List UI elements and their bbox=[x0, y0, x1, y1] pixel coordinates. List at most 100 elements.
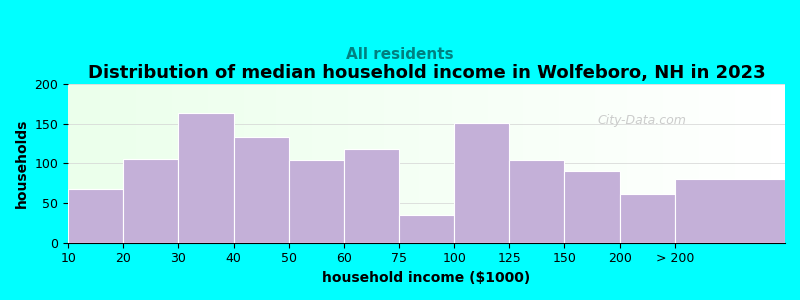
Bar bbox=[344, 149, 399, 243]
Bar bbox=[774, 84, 778, 243]
Bar bbox=[376, 84, 380, 243]
Bar bbox=[466, 84, 470, 243]
Bar bbox=[574, 84, 577, 243]
Bar bbox=[383, 84, 387, 243]
Bar bbox=[674, 84, 678, 243]
Bar bbox=[595, 84, 598, 243]
Bar bbox=[118, 84, 122, 243]
Bar bbox=[652, 84, 656, 243]
Bar bbox=[194, 84, 197, 243]
Bar bbox=[552, 84, 556, 243]
Bar bbox=[699, 84, 702, 243]
Bar bbox=[178, 113, 234, 243]
Bar bbox=[254, 84, 258, 243]
Bar bbox=[201, 84, 204, 243]
Bar bbox=[298, 84, 301, 243]
Bar bbox=[204, 84, 208, 243]
Bar bbox=[247, 84, 251, 243]
Bar bbox=[455, 84, 459, 243]
Bar bbox=[770, 84, 774, 243]
Bar bbox=[240, 84, 244, 243]
Bar bbox=[491, 84, 494, 243]
Bar bbox=[262, 84, 266, 243]
Bar bbox=[702, 84, 706, 243]
Bar bbox=[258, 84, 262, 243]
Bar bbox=[520, 84, 523, 243]
Bar bbox=[114, 84, 118, 243]
Bar bbox=[126, 84, 129, 243]
Bar bbox=[322, 84, 326, 243]
Bar bbox=[358, 84, 362, 243]
Bar bbox=[312, 84, 315, 243]
Bar bbox=[104, 84, 107, 243]
Bar bbox=[107, 84, 111, 243]
Bar bbox=[598, 84, 602, 243]
Bar bbox=[162, 84, 165, 243]
Bar bbox=[591, 84, 595, 243]
Bar bbox=[577, 84, 581, 243]
Bar bbox=[140, 84, 143, 243]
Bar bbox=[251, 84, 254, 243]
Bar bbox=[581, 84, 584, 243]
Bar bbox=[405, 84, 409, 243]
Bar bbox=[624, 84, 627, 243]
Bar bbox=[283, 84, 286, 243]
Bar bbox=[565, 171, 619, 243]
Bar bbox=[208, 84, 211, 243]
Bar bbox=[634, 84, 638, 243]
X-axis label: household income ($1000): household income ($1000) bbox=[322, 271, 530, 285]
Bar bbox=[72, 84, 75, 243]
Bar bbox=[619, 194, 674, 243]
Bar bbox=[387, 84, 390, 243]
Bar bbox=[133, 84, 136, 243]
Bar bbox=[308, 84, 312, 243]
Bar bbox=[341, 84, 344, 243]
Bar bbox=[545, 84, 549, 243]
Bar bbox=[234, 137, 289, 243]
Bar bbox=[294, 84, 298, 243]
Bar bbox=[348, 84, 351, 243]
Bar bbox=[90, 84, 94, 243]
Bar bbox=[678, 84, 681, 243]
Bar bbox=[390, 84, 394, 243]
Bar bbox=[470, 84, 473, 243]
Bar bbox=[101, 84, 104, 243]
Bar bbox=[523, 84, 527, 243]
Bar bbox=[570, 84, 574, 243]
Bar bbox=[305, 84, 308, 243]
Bar bbox=[538, 84, 542, 243]
Bar bbox=[613, 84, 617, 243]
Bar bbox=[280, 84, 283, 243]
Bar bbox=[423, 84, 426, 243]
Y-axis label: households: households bbox=[15, 119, 29, 208]
Bar bbox=[276, 84, 280, 243]
Bar bbox=[409, 84, 412, 243]
Bar bbox=[728, 84, 731, 243]
Bar bbox=[710, 84, 714, 243]
Bar bbox=[215, 84, 218, 243]
Bar bbox=[459, 84, 462, 243]
Bar bbox=[559, 84, 562, 243]
Bar bbox=[638, 84, 642, 243]
Bar bbox=[82, 84, 86, 243]
Bar bbox=[301, 84, 305, 243]
Bar bbox=[649, 84, 652, 243]
Bar bbox=[494, 84, 498, 243]
Bar bbox=[656, 84, 659, 243]
Bar bbox=[602, 84, 606, 243]
Bar bbox=[273, 84, 276, 243]
Bar bbox=[380, 84, 383, 243]
Bar bbox=[186, 84, 190, 243]
Bar bbox=[176, 84, 179, 243]
Bar bbox=[530, 84, 534, 243]
Bar bbox=[129, 84, 133, 243]
Bar bbox=[663, 84, 666, 243]
Bar bbox=[782, 84, 785, 243]
Bar bbox=[123, 159, 178, 243]
Bar bbox=[286, 84, 290, 243]
Bar bbox=[695, 84, 699, 243]
Bar bbox=[534, 84, 538, 243]
Bar bbox=[480, 84, 484, 243]
Bar bbox=[150, 84, 154, 243]
Bar bbox=[778, 84, 782, 243]
